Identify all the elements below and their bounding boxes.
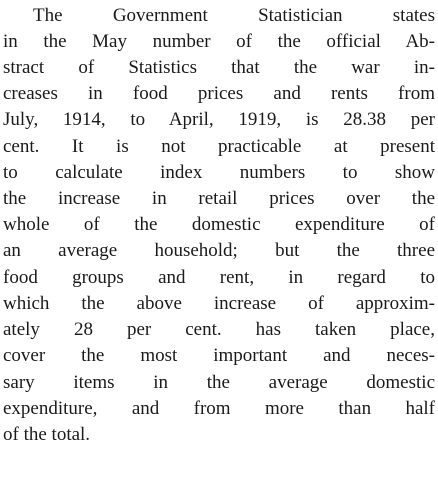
text-line: of the total. <box>3 424 91 445</box>
text-line: The Government Statistician states <box>33 5 435 26</box>
text-line: the increase in retail prices over the <box>3 188 435 209</box>
text-line: expenditure, and from more than half <box>3 398 435 419</box>
text-line: an average household; but the three <box>3 240 435 261</box>
text-line: sary items in the average domestic <box>3 372 435 393</box>
text-line: which the above increase of approxim- <box>3 293 435 314</box>
text-line: in the May number of the official Ab- <box>3 31 435 52</box>
text-line: July, 1914, to April, 1919, is 28.38 per <box>3 109 435 130</box>
text-line: cover the most important and neces- <box>3 345 435 366</box>
text-line: cent. It is not practicable at present <box>3 136 435 157</box>
text-line: food groups and rent, in regard to <box>3 267 435 288</box>
text-line: to calculate index numbers to show <box>3 162 435 183</box>
text-line: whole of the domestic expenditure of <box>3 214 435 235</box>
text-line: creases in food prices and rents from <box>3 83 435 104</box>
text-line: ately 28 per cent. has taken place, <box>3 319 435 340</box>
text-line: stract of Statistics that the war in- <box>3 57 435 78</box>
